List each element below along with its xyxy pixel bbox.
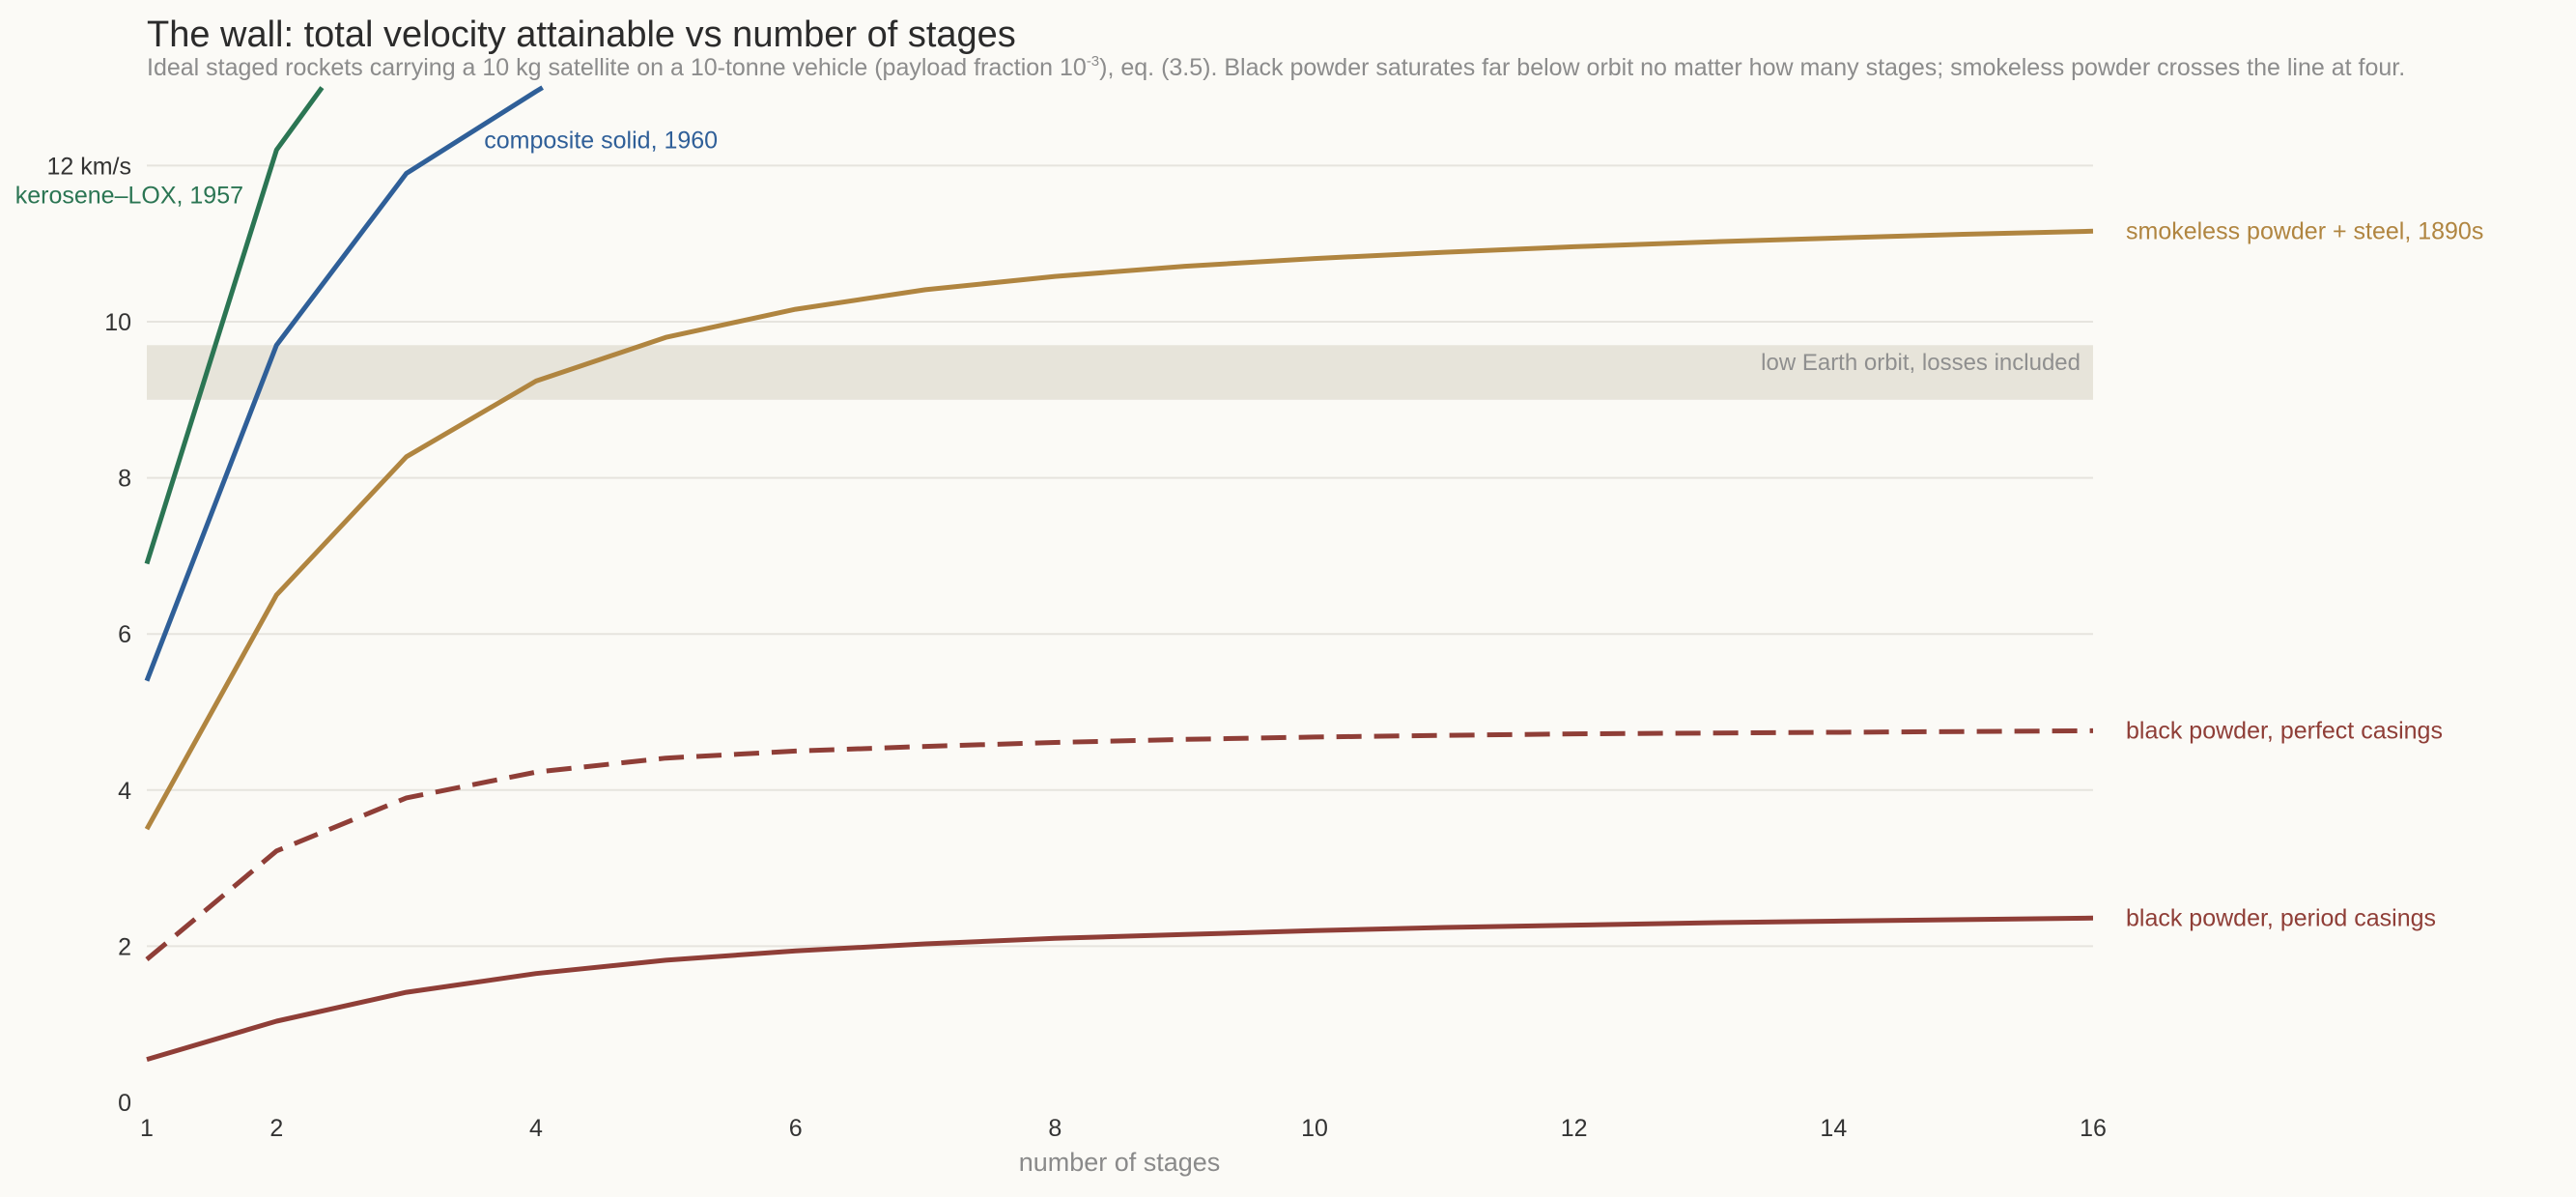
y-tick-label: 12 km/s: [46, 153, 131, 180]
x-tick-label: 6: [789, 1115, 803, 1142]
x-tick-label: 8: [1048, 1115, 1062, 1142]
series-line-smokeless-powder-steel-1890s: [144, 228, 2094, 831]
chart-subtitle: Ideal staged rockets carrying a 10 kg sa…: [147, 53, 2405, 81]
chart-title: The wall: total velocity attainable vs n…: [147, 14, 1016, 55]
y-tick-label: 10: [104, 309, 131, 336]
x-tick-label: 1: [140, 1115, 154, 1142]
x-tick-label: 14: [1820, 1115, 1847, 1142]
series-label-black-powder-period-casings: black powder, period casings: [2126, 904, 2436, 931]
series-label-black-powder-perfect-casings: black powder, perfect casings: [2126, 717, 2443, 744]
subtitle-text-continued: ), eq. (3.5). Black powder saturates far…: [1099, 54, 2405, 81]
y-tick-label: 2: [118, 933, 131, 960]
y-tick-label: 0: [118, 1090, 131, 1117]
subtitle-text: Ideal staged rockets carrying a 10 kg sa…: [147, 54, 1087, 81]
y-tick-label: 6: [118, 621, 131, 648]
x-tick-label: 16: [2080, 1115, 2107, 1142]
series-line-composite-solid-1960: [144, 85, 544, 682]
y-tick-label: 8: [118, 466, 131, 493]
orbit-band-label: low Earth orbit, losses included: [1761, 350, 2081, 376]
x-axis-ticks: 1 2 4 6 8 10 12 14 16: [140, 1115, 2107, 1142]
series-label-composite-solid-1960: composite solid, 1960: [484, 127, 718, 154]
gridlines: [147, 164, 2093, 948]
y-tick-label: 4: [118, 778, 131, 805]
y-axis-ticks: 0 2 4 6 8 10 12 km/s: [46, 153, 131, 1117]
series-labels: kerosene–LOX, 1957 composite solid, 1960 s…: [15, 127, 2484, 931]
orbit-band: [147, 345, 2093, 400]
series-line-black-powder-period-casings: [146, 915, 2094, 1062]
x-tick-label: 10: [1301, 1115, 1328, 1142]
series-label-kerosene-lox-1957: kerosene–LOX, 1957: [15, 182, 243, 209]
x-axis-label: number of stages: [1019, 1148, 1221, 1177]
series-line-black-powder-perfect-casings: [145, 727, 2094, 962]
series-lines: [144, 85, 2094, 1062]
series-line-kerosene-lox-1957: [144, 86, 325, 565]
subtitle-superscript: -3: [1087, 53, 1099, 70]
x-tick-label: 12: [1561, 1115, 1588, 1142]
series-label-smokeless-powder-steel-1890s: smokeless powder + steel, 1890s: [2126, 217, 2483, 244]
x-tick-label: 4: [529, 1115, 543, 1142]
orbit-band-layer: low Earth orbit, losses included: [147, 345, 2093, 400]
x-tick-label: 2: [269, 1115, 283, 1142]
